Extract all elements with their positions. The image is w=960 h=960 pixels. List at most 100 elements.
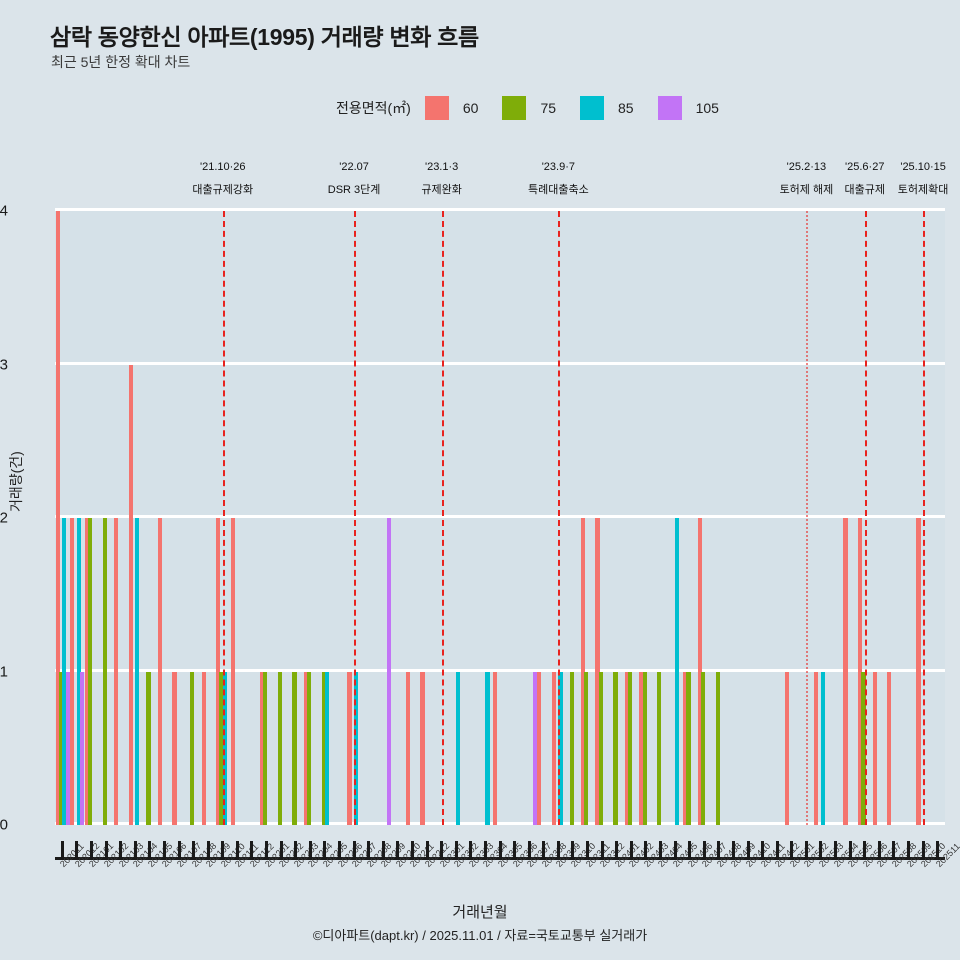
bar[interactable] [858, 518, 863, 825]
bar[interactable] [558, 671, 563, 825]
bar[interactable] [55, 211, 60, 825]
bar[interactable] [76, 518, 82, 825]
bar[interactable] [321, 671, 326, 825]
bar[interactable] [493, 671, 498, 825]
bar[interactable] [697, 518, 702, 825]
bar[interactable] [230, 518, 235, 825]
bar[interactable] [102, 518, 107, 825]
bar[interactable] [861, 671, 866, 825]
annotation-line [222, 211, 225, 825]
bar[interactable] [595, 518, 600, 825]
bar[interactable] [277, 671, 282, 825]
bar[interactable] [872, 671, 877, 825]
bar[interactable] [820, 671, 826, 825]
bar[interactable] [785, 671, 790, 825]
x-tick-mark [907, 841, 911, 857]
bar[interactable] [347, 671, 352, 825]
bar[interactable] [201, 671, 206, 825]
bar[interactable] [306, 671, 312, 825]
bar[interactable] [584, 671, 589, 825]
bar[interactable] [627, 671, 633, 825]
bar[interactable] [405, 671, 410, 825]
bar[interactable] [624, 671, 629, 825]
plot-area [55, 208, 945, 825]
bar[interactable] [222, 671, 227, 825]
annotation-desc: 토허제 해제 [779, 184, 834, 196]
bar[interactable] [146, 671, 151, 825]
y-axis-label: 거래량(건) [8, 451, 24, 512]
bar[interactable] [70, 518, 75, 825]
bar[interactable] [219, 671, 224, 825]
bar[interactable] [686, 671, 691, 825]
bar[interactable] [65, 671, 70, 825]
bar[interactable] [354, 671, 359, 825]
x-tick-mark [877, 841, 881, 857]
x-tick-mark [848, 841, 852, 857]
legend-item-75[interactable]: 75 [502, 96, 574, 120]
legend-label: 60 [462, 100, 479, 116]
legend-item-105[interactable]: 105 [657, 96, 737, 120]
bar[interactable] [263, 671, 268, 825]
bar[interactable] [537, 671, 542, 825]
bar[interactable] [62, 518, 67, 825]
x-tick-mark [425, 841, 429, 857]
bar[interactable] [613, 671, 618, 825]
page-title: 삼락 동양한신 아파트(1995) 거래량 변화 흐름 [50, 24, 479, 50]
bar[interactable] [580, 518, 586, 825]
bar[interactable] [386, 518, 391, 825]
bar[interactable] [58, 671, 64, 825]
bar[interactable] [551, 671, 556, 825]
bar[interactable] [456, 671, 461, 825]
bar[interactable] [80, 671, 85, 825]
x-tick-mark [819, 841, 823, 857]
x-tick-mark [235, 841, 239, 857]
bar[interactable] [420, 671, 425, 825]
bar[interactable] [157, 518, 162, 825]
x-tick-mark [75, 841, 79, 857]
bar[interactable] [88, 518, 93, 825]
gridline [55, 361, 945, 365]
legend-item-85[interactable]: 85 [580, 96, 652, 120]
bar[interactable] [292, 671, 297, 825]
bar[interactable] [172, 671, 177, 825]
bar[interactable] [814, 671, 819, 825]
x-tick-mark [804, 841, 808, 857]
bar[interactable] [303, 671, 308, 825]
bar[interactable] [84, 518, 89, 825]
bar[interactable] [190, 671, 195, 825]
annotation-line [558, 211, 561, 825]
x-tick-mark [586, 841, 590, 857]
x-axis-line [55, 857, 945, 860]
bar[interactable] [700, 671, 706, 825]
bar[interactable] [485, 671, 490, 825]
x-tick-mark [177, 841, 181, 857]
bar[interactable] [642, 671, 647, 825]
bar[interactable] [216, 518, 221, 825]
bar[interactable] [259, 671, 265, 825]
legend-swatch-icon [502, 96, 527, 120]
bar[interactable] [916, 518, 921, 825]
x-tick-mark [892, 841, 896, 857]
annotation-line [441, 211, 444, 825]
bar[interactable] [675, 518, 680, 825]
bar[interactable] [532, 671, 537, 825]
legend-swatch-icon [580, 96, 605, 120]
bar[interactable] [887, 671, 892, 825]
bar[interactable] [113, 518, 119, 825]
bar[interactable] [682, 671, 688, 825]
legend-item-60[interactable]: 60 [424, 96, 497, 120]
bar[interactable] [128, 364, 133, 825]
bar[interactable] [715, 671, 720, 825]
x-tick-mark [381, 841, 385, 857]
bar[interactable] [569, 671, 574, 825]
bar[interactable] [843, 518, 848, 825]
bar[interactable] [135, 518, 140, 825]
bar[interactable] [598, 671, 603, 825]
bar[interactable] [324, 671, 330, 825]
annotation-date: '23.9·7 [541, 161, 576, 173]
annotation-line [864, 211, 867, 825]
bar[interactable] [639, 671, 644, 825]
bar[interactable] [657, 671, 662, 825]
x-tick-mark [863, 841, 867, 857]
annotation-line [354, 211, 357, 825]
